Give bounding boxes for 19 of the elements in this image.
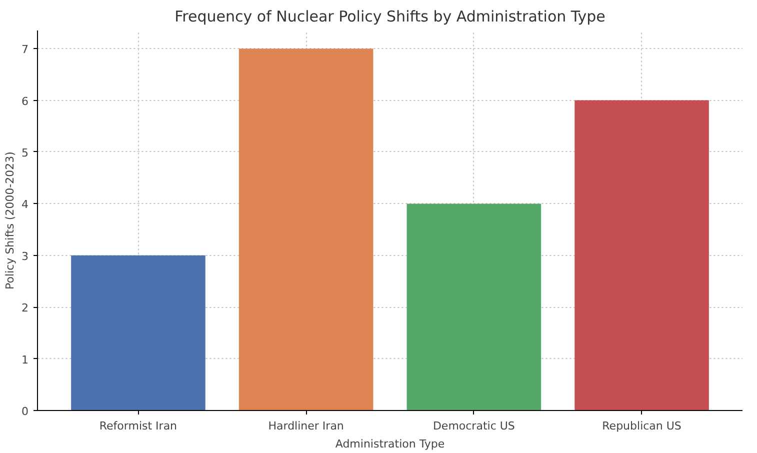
y-tick-label: 1 xyxy=(22,353,28,366)
x-tick-label: Reformist Iran xyxy=(99,420,178,432)
bar xyxy=(574,100,709,410)
x-tick-label: Hardliner Iran xyxy=(268,420,344,432)
x-tick-label: Democratic US xyxy=(432,420,515,432)
bar xyxy=(71,255,206,410)
y-tick-label: 6 xyxy=(22,94,28,108)
chart-title: Frequency of Nuclear Policy Shifts by Administration Type xyxy=(174,8,606,26)
y-tick-label: 3 xyxy=(22,250,28,263)
y-tick-label: 5 xyxy=(22,146,28,160)
y-tick-label: 0 xyxy=(22,405,28,418)
bar xyxy=(406,204,542,410)
bar xyxy=(238,48,374,410)
y-tick-label: 2 xyxy=(22,302,28,315)
y-tick-label: 7 xyxy=(22,43,28,56)
y-tick-label: 4 xyxy=(22,198,28,212)
y-axis-title: Policy Shifts (2000-2023) xyxy=(4,152,16,290)
x-tick-label: Republican US xyxy=(602,420,682,432)
x-axis-title: Administration Type xyxy=(335,438,445,450)
